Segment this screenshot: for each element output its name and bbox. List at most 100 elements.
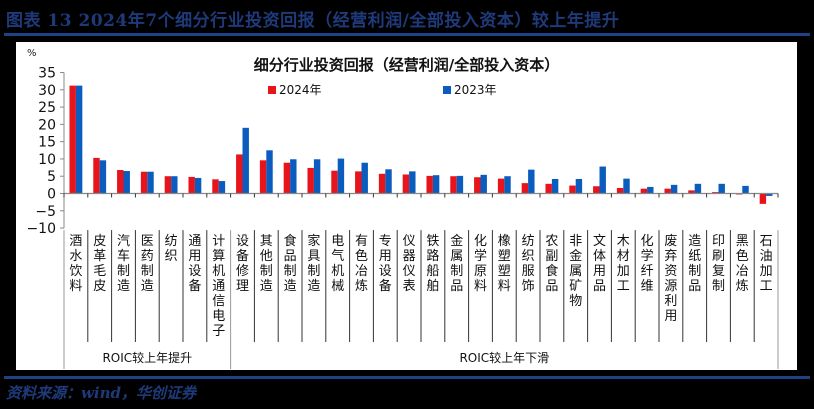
category-label: 属 [569, 264, 582, 279]
bar-2023 [456, 175, 464, 194]
category-label: 具 [307, 249, 320, 264]
category-label: 非 [569, 234, 582, 249]
category-label: 料 [69, 279, 82, 294]
category-label: 服 [522, 264, 535, 279]
bar-2024 [640, 188, 648, 194]
category-label: 皮 [93, 234, 106, 249]
bar-2023 [313, 159, 321, 194]
bar-2023 [337, 158, 345, 194]
category-label: 用 [664, 309, 677, 324]
category-label: 利 [664, 294, 677, 309]
category-label: 冶 [355, 264, 368, 279]
category-label: 加 [617, 264, 630, 279]
group-label: ROIC较上年提升 [102, 350, 192, 365]
category-label: 炼 [355, 279, 368, 294]
category-label: 制 [117, 264, 130, 279]
bar-2024 [759, 193, 767, 204]
category-label: 用 [379, 249, 392, 264]
category-label: 舶 [426, 278, 439, 294]
category-label: 汽 [117, 234, 130, 249]
category-label: 化 [641, 234, 654, 249]
category-label: 用 [188, 249, 201, 264]
bar-2024 [236, 154, 243, 194]
category-label: 制 [688, 264, 701, 279]
footer-divider [4, 376, 810, 379]
category-label: 石 [760, 234, 773, 249]
category-label: 器 [403, 249, 416, 264]
category-label: 食 [284, 233, 297, 249]
category-label: 路 [426, 248, 439, 264]
category-label: 织 [522, 249, 535, 264]
category-label: 废 [664, 233, 677, 249]
category-label: 塑 [498, 249, 511, 264]
category-label: 计 [212, 234, 225, 249]
category-label: 车 [117, 248, 130, 264]
category-label: 工 [760, 279, 773, 294]
category-label: 药 [141, 249, 154, 264]
legend-label-2024: 2024年 [279, 83, 322, 97]
bar-2023 [504, 176, 511, 194]
category-label: 仪 [403, 234, 416, 249]
category-label: 品 [688, 279, 701, 294]
category-label: 家 [307, 233, 320, 249]
bar-2024 [474, 177, 481, 194]
category-label: 材 [617, 249, 630, 264]
bar-2024 [664, 188, 671, 194]
category-label: 金 [569, 248, 582, 264]
category-label: 制 [141, 264, 154, 279]
bar-2024 [688, 190, 695, 194]
bar-2024 [93, 157, 100, 194]
category-label: 他 [260, 249, 273, 264]
category-label: 文 [593, 234, 606, 249]
category-label: 备 [236, 248, 249, 264]
category-label: 有 [355, 234, 368, 249]
category-label: 气 [331, 248, 344, 264]
category-label: 造 [307, 279, 320, 294]
category-label: 设 [379, 264, 392, 279]
category-label: 铁 [426, 234, 439, 249]
y-tick-label: −5 [35, 204, 56, 220]
bar-2024 [497, 178, 505, 194]
title-divider [4, 33, 810, 36]
bar-2024 [402, 174, 410, 194]
category-label: 体 [593, 249, 606, 264]
y-tick-label: 10 [38, 152, 56, 168]
category-label: 电 [331, 234, 344, 249]
bar-chart-plot: 35302520151050−5−10酒水饮料皮革毛皮汽车制造医药制造纺织通用设… [26, 66, 779, 369]
category-label: 食 [545, 263, 558, 279]
bar-2023 [623, 178, 630, 194]
category-label: 子 [212, 324, 225, 339]
category-label: 物 [569, 294, 582, 309]
category-label: 制 [307, 264, 320, 279]
y-tick-label: 15 [38, 135, 56, 151]
category-label: 革 [93, 249, 106, 264]
category-label: 酒 [69, 234, 82, 249]
bar-2023 [742, 185, 749, 194]
y-tick-label: 25 [38, 100, 56, 116]
chart-title: 细分行业投资回报（经营利润/全部投入资本） [253, 56, 560, 74]
legend-swatch-2023 [443, 85, 451, 94]
category-label: 电 [212, 309, 225, 324]
category-label: 饮 [69, 264, 82, 279]
category-label: 矿 [569, 279, 582, 294]
bar-2023 [551, 178, 559, 194]
category-label: 制 [284, 264, 297, 279]
category-label: 金 [450, 233, 463, 249]
bar-2023 [123, 171, 130, 194]
category-label: 橡 [498, 234, 511, 249]
y-axis-unit: % [27, 48, 37, 59]
bar-2023 [599, 166, 606, 194]
category-label: 料 [474, 279, 487, 294]
legend-item-2023: 2023年 [443, 81, 497, 98]
category-label: 纺 [522, 234, 535, 249]
category-label: 设 [236, 234, 249, 249]
category-label: 色 [355, 248, 368, 264]
legend-swatch-2024 [268, 85, 276, 94]
category-label: 造 [284, 279, 297, 294]
bar-2023 [385, 169, 392, 194]
category-label: 制 [450, 264, 463, 279]
bar-2024 [259, 160, 267, 194]
category-label: 炼 [736, 279, 749, 294]
bar-2023 [694, 183, 702, 194]
legend-label-2023: 2023年 [454, 83, 497, 97]
